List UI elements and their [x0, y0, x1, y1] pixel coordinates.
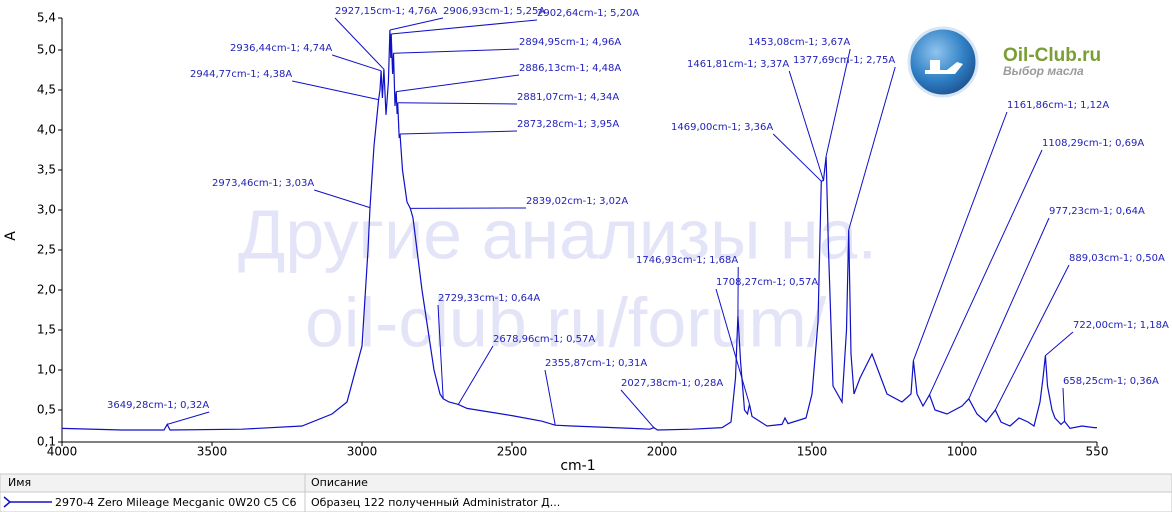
x-tick-label: 2000: [647, 445, 678, 459]
logo-icon: [925, 60, 963, 74]
peak-label: 2886,13cm-1; 4,48A: [519, 63, 621, 74]
y-tick-label: 5,4: [37, 11, 56, 25]
peak-label: 2902,64cm-1; 5,20A: [537, 8, 639, 19]
y-tick-label: 0,5: [37, 403, 56, 417]
x-tick-label: 1500: [797, 445, 828, 459]
peak-leader: [437, 304, 444, 399]
spectrum-line: [61, 29, 1097, 431]
peak-label: 1469,00cm-1; 3,36A: [671, 122, 773, 133]
y-tick-label: 2,5: [37, 243, 56, 257]
watermark-text: oil-club.ru/forum/: [305, 283, 827, 361]
peak-label: 889,03cm-1; 0,50A: [1069, 253, 1165, 264]
peak-label: 2944,77cm-1; 4,38A: [190, 69, 292, 80]
peak-leader: [772, 133, 822, 182]
peak-label: 1108,29cm-1; 0,69A: [1042, 138, 1144, 149]
peak-label: 2906,93cm-1; 5,25A: [443, 6, 545, 17]
peak-label: 722,00cm-1; 1,18A: [1073, 320, 1169, 331]
peak-leader: [620, 389, 655, 428]
peak-leader: [457, 345, 494, 405]
x-tick-label: 4000: [47, 445, 78, 459]
peak-label: 2881,07cm-1; 4,34A: [517, 92, 619, 103]
y-tick-label: 5,0: [37, 43, 56, 57]
peak-leader: [544, 369, 556, 426]
peak-label: 2894,95cm-1; 4,96A: [519, 37, 621, 48]
watermark-text: Другие анализы на.: [238, 195, 877, 273]
table-header: [0, 473, 1172, 493]
peak-leader: [400, 130, 518, 135]
peak-label: 2678,96cm-1; 0,57A: [493, 334, 595, 345]
peak-leader: [167, 411, 210, 425]
peak-label: 1453,08cm-1; 3,67A: [748, 37, 850, 48]
peak-leader: [788, 70, 824, 181]
peak-label: 2873,28cm-1; 3,95A: [517, 119, 619, 130]
plot-area: 0,1 0,5 1,0 1,5 2,0 2,5 3,0 3,5 4,0 4,5 5,0 5,4 4000…: [37, 6, 1169, 459]
x-tick-label: 3000: [347, 445, 378, 459]
table-row[interactable]: [0, 491, 1172, 512]
peak-label: 3649,28cm-1; 0,32A: [107, 400, 209, 411]
y-tick-label: 4,0: [37, 123, 56, 137]
peak-label: 1377,69cm-1; 2,75A: [793, 55, 895, 66]
logo-badge: [907, 26, 979, 98]
peak-leader: [389, 17, 444, 31]
peak-leader: [334, 17, 385, 70]
y-tick-label: 1,5: [37, 323, 56, 337]
peak-label: 2729,33cm-1; 0,64A: [438, 293, 540, 304]
y-tick-label: 2,0: [37, 283, 56, 297]
y-tick-label: 3,5: [37, 163, 56, 177]
logo-subtitle: Выбор масла: [1003, 64, 1084, 78]
y-tick-label: 4,5: [37, 83, 56, 97]
logo-title: Oil-Club.ru: [1003, 45, 1101, 66]
legend-table: Имя Описание 2970-4 Zero Mileage Mecgani…: [0, 473, 1172, 512]
series-description: Образец 122 полученный Administrator Д..…: [311, 496, 560, 509]
peak-label: 658,25cm-1; 0,36A: [1063, 376, 1159, 387]
peak-leader: [912, 111, 1008, 361]
x-tick-label: 3500: [197, 445, 228, 459]
x-tick-label: 2500: [497, 445, 528, 459]
peak-label: 1161,86cm-1; 1,12A: [1007, 100, 1109, 111]
x-tick-label: 1000: [947, 445, 978, 459]
peak-leader: [848, 66, 896, 231]
peak-leader: [968, 217, 1050, 400]
legend-entry[interactable]: 2970-4 Zero Mileage Mecganic 0W20 C5 C6: [55, 496, 296, 509]
peak-label: 2839,02cm-1; 3,02A: [526, 196, 628, 207]
peak-leader: [715, 288, 750, 405]
y-tick-label: 1,0: [37, 363, 56, 377]
column-header[interactable]: Имя: [8, 476, 31, 489]
peak-leader: [1045, 331, 1074, 356]
peak-leader: [332, 54, 382, 72]
x-axis-label: cm-1: [560, 458, 595, 474]
peak-leader: [1062, 387, 1066, 422]
y-tick-label: 0,1: [37, 435, 56, 449]
peak-leader: [825, 48, 851, 157]
peak-label: 2027,38cm-1; 0,28A: [621, 378, 723, 389]
peak-leader: [994, 264, 1070, 411]
logo: Oil-Club.ru Выбор масла: [907, 26, 1101, 98]
peak-leader: [292, 80, 379, 101]
peak-label: 2936,44cm-1; 4,74A: [230, 43, 332, 54]
peak-leader: [396, 74, 520, 93]
peak-label: 1746,93cm-1; 1,68A: [636, 255, 738, 266]
peak-label: 1708,27cm-1; 0,57A: [716, 277, 818, 288]
peak-leader: [391, 19, 538, 35]
peak-leader: [393, 48, 520, 54]
peak-label: 2355,87cm-1; 0,31A: [545, 358, 647, 369]
peak-label: 1461,81cm-1; 3,37A: [687, 59, 789, 70]
peak-leader: [929, 149, 1043, 396]
peak-leader: [397, 102, 518, 105]
y-axis-label: A: [3, 231, 19, 241]
peak-label: 2927,15cm-1; 4,76A: [335, 6, 437, 17]
column-header[interactable]: Описание: [311, 476, 368, 489]
y-tick-label: 3,0: [37, 203, 56, 217]
peak-leader: [314, 189, 371, 209]
peak-label: 2973,46cm-1; 3,03A: [212, 178, 314, 189]
peak-label: 977,23cm-1; 0,64A: [1049, 206, 1145, 217]
x-tick-label: 550: [1086, 445, 1109, 459]
